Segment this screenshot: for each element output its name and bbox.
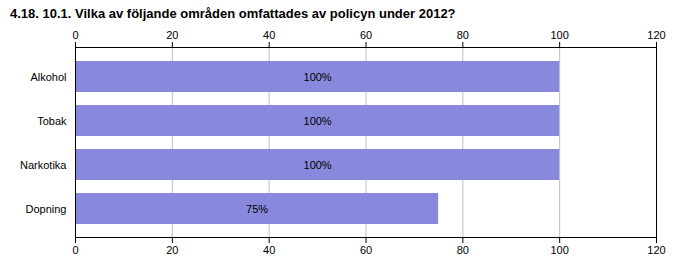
svg-text:Narkotika: Narkotika [20, 159, 67, 171]
svg-text:60: 60 [360, 29, 372, 41]
svg-text:100%: 100% [304, 71, 332, 83]
svg-text:40: 40 [263, 29, 275, 41]
svg-text:60: 60 [360, 244, 372, 256]
svg-text:120: 120 [647, 29, 665, 41]
svg-text:100%: 100% [304, 115, 332, 127]
svg-text:80: 80 [457, 29, 469, 41]
svg-text:100: 100 [550, 244, 568, 256]
svg-text:Tobak: Tobak [37, 115, 67, 127]
svg-text:75%: 75% [246, 203, 268, 215]
svg-text:120: 120 [647, 244, 665, 256]
svg-text:Dopning: Dopning [26, 203, 67, 215]
svg-text:20: 20 [166, 29, 178, 41]
svg-text:0: 0 [72, 244, 78, 256]
svg-text:0: 0 [72, 29, 78, 41]
svg-text:Alkohol: Alkohol [30, 71, 66, 83]
svg-text:40: 40 [263, 244, 275, 256]
svg-text:20: 20 [166, 244, 178, 256]
html-text:4.18. 10.1. Vilka av följande: 4.18. 10.1. Vilka av följande områden om… [10, 6, 456, 21]
svg-text:80: 80 [457, 244, 469, 256]
svg-text:100: 100 [550, 29, 568, 41]
svg-text:100%: 100% [304, 159, 332, 171]
